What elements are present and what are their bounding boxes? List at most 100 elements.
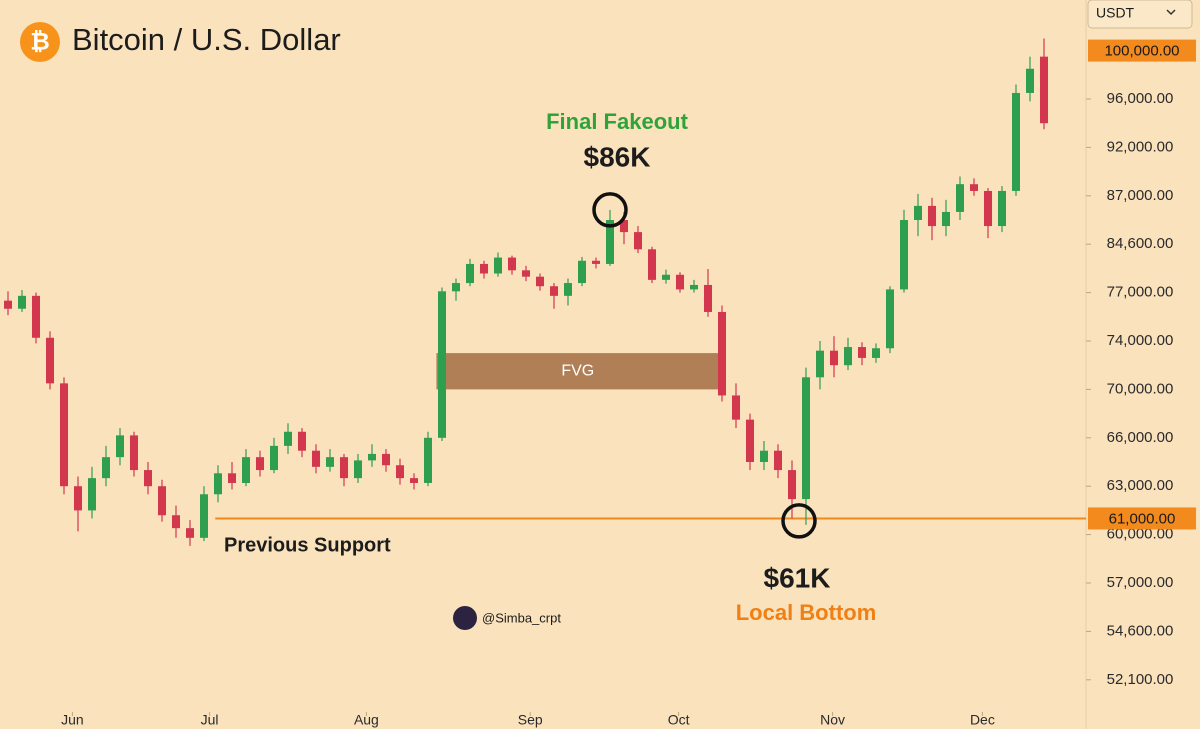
- y-tick-label: 87,000.00: [1107, 187, 1174, 204]
- candle-body: [830, 350, 838, 366]
- candle-body: [914, 205, 922, 220]
- annotation-support: Previous Support: [224, 534, 391, 556]
- candle-body: [494, 257, 502, 274]
- candle-body: [60, 383, 68, 487]
- candle-body: [382, 453, 390, 466]
- y-tick-label: 63,000.00: [1107, 477, 1174, 494]
- candle-body: [4, 300, 12, 309]
- candle-body: [452, 283, 460, 292]
- candle-body: [690, 284, 698, 290]
- candle-body: [228, 473, 236, 483]
- x-tick-label: Oct: [668, 712, 690, 728]
- x-tick-label: Dec: [970, 712, 995, 728]
- candle-body: [102, 457, 110, 479]
- candle-body: [732, 395, 740, 420]
- candle-body: [438, 291, 446, 438]
- candle-body: [424, 437, 432, 483]
- y-tick-label: 96,000.00: [1107, 90, 1174, 107]
- y-tick-label: 70,000.00: [1107, 380, 1174, 397]
- candle-body: [270, 445, 278, 471]
- candle-body: [564, 283, 572, 296]
- annotation-bottom: $61K: [764, 562, 831, 593]
- candle-body: [116, 435, 124, 458]
- candle-body: [676, 274, 684, 290]
- candle-body: [956, 184, 964, 212]
- annotation-top: $86K: [584, 141, 651, 172]
- annotation-fakeout: Final Fakeout: [546, 109, 688, 134]
- price-label-box: [1088, 39, 1196, 62]
- dropdown-arrow: [1166, 9, 1176, 16]
- y-tick-label: 54,600.00: [1107, 622, 1174, 639]
- x-tick-label: Jun: [61, 712, 84, 728]
- candle-body: [1026, 68, 1034, 93]
- chart-title: Bitcoin / U.S. Dollar: [72, 22, 341, 57]
- candle-body: [634, 232, 642, 250]
- candle-body: [298, 431, 306, 451]
- watermark-avatar: [453, 606, 477, 630]
- annotation-bottom-note: Local Bottom: [736, 600, 877, 625]
- y-tick-label: 77,000.00: [1107, 284, 1174, 301]
- candle-body: [1012, 92, 1020, 191]
- x-tick-label: Nov: [820, 712, 845, 728]
- candle-body: [200, 494, 208, 538]
- candle-body: [578, 260, 586, 284]
- candle-body: [942, 211, 950, 227]
- candle-body: [410, 478, 418, 483]
- candle-body: [536, 276, 544, 287]
- candle-body: [466, 263, 474, 284]
- candle-body: [340, 457, 348, 479]
- candle-body: [88, 478, 96, 511]
- coin-icon: [20, 22, 60, 62]
- y-tick-label: 84,600.00: [1107, 235, 1174, 252]
- candle-body: [242, 457, 250, 483]
- candle-body: [928, 205, 936, 227]
- plot-area: FVG: [4, 38, 1086, 546]
- x-tick-label: Aug: [354, 712, 379, 728]
- candle-body: [522, 270, 530, 277]
- candle-body: [774, 450, 782, 471]
- candle-body: [844, 347, 852, 366]
- coin-symbol: ₿: [30, 28, 50, 55]
- y-tick-label: 57,000.00: [1107, 574, 1174, 591]
- fvg-zone: [436, 353, 720, 390]
- candle-body: [900, 220, 908, 290]
- candle-body: [718, 311, 726, 396]
- currency-select[interactable]: [1087, 0, 1193, 29]
- candle-body: [858, 347, 866, 358]
- y-tick-label: 92,000.00: [1107, 138, 1174, 155]
- candle-body: [886, 289, 894, 349]
- candle-body: [172, 515, 180, 529]
- y-tick-label: 74,000.00: [1107, 332, 1174, 349]
- candle-body: [480, 263, 488, 274]
- candle-body: [592, 260, 600, 264]
- highlight-top: [592, 192, 628, 228]
- candle-body: [214, 473, 222, 495]
- candle-body: [130, 435, 138, 471]
- y-tick-label: 66,000.00: [1107, 429, 1174, 446]
- candle-body: [816, 350, 824, 378]
- highlight-bottom: [781, 503, 817, 539]
- candle-body: [326, 457, 334, 467]
- candle-body: [802, 377, 810, 500]
- candle-body: [788, 470, 796, 500]
- candle-body: [354, 460, 362, 479]
- candle-body: [704, 284, 712, 312]
- y-tick-label: 52,100.00: [1107, 671, 1174, 688]
- candle-body: [46, 337, 54, 384]
- price-label: 61,000.00: [1109, 510, 1176, 527]
- x-tick-label: Jul: [201, 712, 219, 728]
- candle-body: [984, 190, 992, 227]
- candle-body: [998, 190, 1006, 227]
- candle-body: [1040, 56, 1048, 124]
- currency-label: USDT: [1096, 5, 1135, 21]
- candle-body: [144, 470, 152, 487]
- price-label-box: [1088, 507, 1196, 530]
- candle-body: [32, 295, 40, 338]
- candle-body: [368, 453, 376, 461]
- candle-body: [18, 295, 26, 309]
- candle-body: [872, 348, 880, 358]
- candle-body: [312, 450, 320, 467]
- watermark: @Simba_crpt: [482, 610, 561, 625]
